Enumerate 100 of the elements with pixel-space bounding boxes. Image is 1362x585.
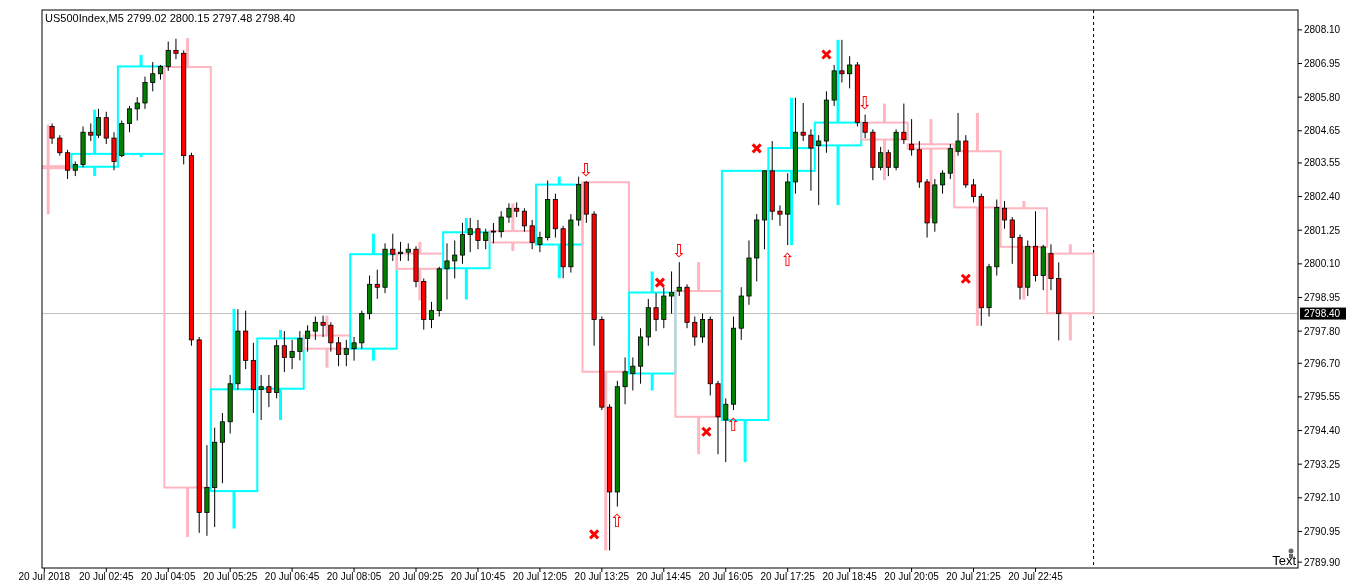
candlestick (343, 339, 349, 367)
candlestick (297, 330, 303, 361)
y-tick-label: 2804.65 (1304, 125, 1341, 137)
point (700, 426, 712, 438)
x-tick-label: 20 Jul 20:05 (884, 571, 940, 582)
candlestick (529, 219, 535, 250)
point (654, 277, 666, 289)
candlestick (669, 270, 675, 315)
candlestick (467, 217, 473, 253)
y-tick-label: 2806.95 (1304, 58, 1341, 70)
annotation: ⇩ (857, 92, 873, 114)
y-tick-label: 2793.25 (1304, 458, 1341, 470)
candlestick (328, 321, 334, 353)
y-tick-label: 2798.95 (1304, 291, 1341, 303)
candlestick (475, 219, 481, 250)
candlestick (312, 315, 318, 341)
candlestick (723, 397, 729, 463)
x-tick-label: 20 Jul 14:45 (636, 571, 692, 582)
point (820, 48, 832, 60)
candlestick (173, 38, 179, 60)
y-tick-label: 2801.25 (1304, 224, 1341, 236)
x-tick-label: 20 Jul 18:45 (822, 571, 878, 582)
candlestick (165, 41, 171, 72)
annotation: ⇩ (578, 158, 594, 180)
annotation: ⇩ (671, 239, 687, 261)
candlestick (96, 108, 102, 139)
x-tick-label: 20 Jul 10:45 (450, 571, 506, 582)
candlestick (521, 207, 527, 233)
candlestick (390, 233, 396, 262)
annotation: ⇧ (780, 248, 796, 270)
x-tick-label: 20 Jul 12:05 (512, 571, 568, 582)
ref-line-label: 2798.40 (1304, 308, 1341, 320)
candlestick (816, 134, 822, 206)
candlestick (862, 114, 868, 139)
candlestick (630, 356, 636, 391)
annotation: ⇧ (609, 510, 625, 532)
candlestick (150, 61, 156, 92)
candlestick (878, 146, 884, 171)
candlestick (777, 204, 783, 227)
x-tick-label: 20 Jul 09:25 (388, 571, 444, 582)
candlestick (909, 118, 915, 157)
candlestick (699, 313, 706, 344)
x-tick-label: 20 Jul 13:25 (574, 571, 630, 582)
candlestick (428, 301, 435, 329)
candlestick (955, 112, 961, 157)
y-tick-label: 2808.10 (1304, 24, 1341, 36)
annotation: Text (1272, 553, 1297, 568)
candlestick (653, 292, 659, 332)
chart-title: US500Index,M5 2799.02 2800.15 2797.48 2798.40 (45, 12, 296, 24)
candlestick (258, 374, 264, 421)
candlestick (336, 336, 342, 367)
x-tick-label: 20 Jul 21:25 (946, 571, 1002, 582)
candlestick (126, 105, 133, 133)
x-tick-label: 20 Jul 05:25 (202, 571, 258, 582)
candlestick (490, 222, 496, 244)
candlestick (459, 222, 465, 265)
x-tick-label: 20 Jul 22:45 (1008, 571, 1064, 582)
candlestick (808, 128, 814, 192)
y-tick-label: 2800.10 (1304, 258, 1341, 270)
x-tick-label: 20 Jul 08:05 (326, 571, 382, 582)
y-tick-label: 2792.10 (1304, 492, 1341, 504)
candlestick (305, 324, 311, 353)
candlestick (498, 210, 504, 239)
point (588, 528, 600, 540)
y-tick-label: 2803.55 (1304, 157, 1341, 169)
candlestick (1009, 216, 1015, 265)
y-tick-label: 2796.70 (1304, 357, 1341, 369)
candlestick (885, 149, 891, 177)
candlestick (483, 228, 489, 250)
y-tick-label: 2789.90 (1304, 556, 1341, 568)
candlestick (219, 412, 225, 484)
candlestick (374, 269, 380, 300)
x-tick-label: 20 Jul 2018 (18, 571, 71, 582)
y-tick-label: 2790.95 (1304, 525, 1341, 537)
candlestick (351, 336, 357, 362)
candlestick (661, 286, 667, 329)
candlestick (103, 111, 109, 145)
candlestick (320, 315, 326, 338)
candlestick (142, 76, 148, 110)
candlestick (1001, 200, 1008, 230)
candlestick (266, 374, 272, 408)
point (960, 273, 972, 285)
candlestick (506, 202, 512, 224)
candlestick (622, 356, 628, 405)
candlestick (847, 55, 853, 89)
candlestick (444, 242, 450, 301)
y-tick-label: 2805.80 (1304, 91, 1341, 103)
candlestick (57, 134, 63, 157)
candlestick (971, 178, 977, 203)
candlestick (289, 339, 295, 370)
y-tick-label: 2795.55 (1304, 391, 1341, 403)
candlestick (111, 131, 117, 171)
candlestick (65, 149, 71, 180)
candlestick (800, 102, 806, 142)
candlestick (49, 122, 55, 145)
x-tick-label: 20 Jul 04:05 (140, 571, 196, 582)
candlestick (692, 315, 698, 347)
candlestick (134, 96, 140, 122)
y-tick-label: 2802.40 (1304, 191, 1341, 203)
x-tick-label: 20 Jul 02:45 (79, 571, 134, 582)
